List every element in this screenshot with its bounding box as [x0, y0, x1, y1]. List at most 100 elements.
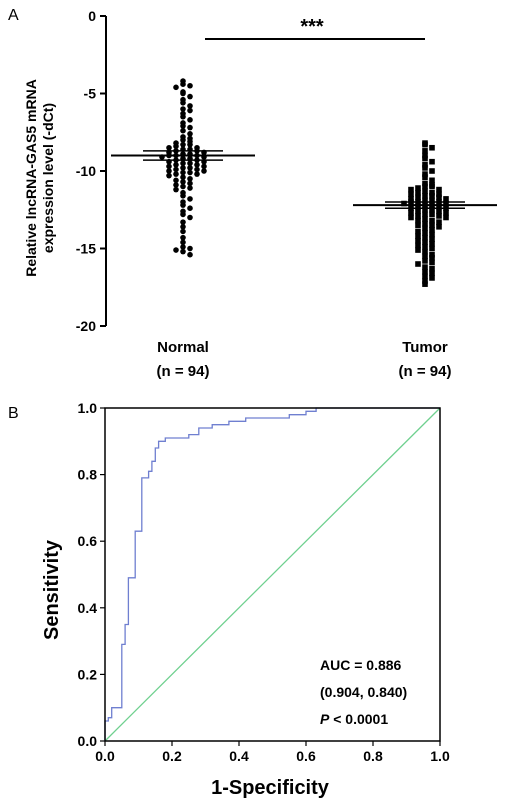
reference-line: [104, 407, 441, 742]
panel-b-ytick-label: 0.2: [78, 666, 98, 682]
data-point-tumor: [429, 211, 435, 218]
data-point-tumor: [415, 237, 421, 244]
data-point-tumor: [422, 183, 428, 190]
data-point-normal: [187, 205, 193, 211]
data-point-tumor: [429, 168, 435, 174]
data-point-tumor: [415, 203, 421, 210]
data-point-normal: [187, 214, 193, 221]
panel-b-ytick-label: 0.6: [78, 533, 98, 549]
panel-a-ytick-label: -5: [84, 86, 97, 102]
auc-label: AUC = 0.886: [320, 657, 402, 673]
data-point-tumor: [415, 242, 421, 249]
data-point-tumor: [422, 193, 428, 199]
data-point-normal: [180, 100, 186, 106]
data-point-normal: [187, 141, 193, 148]
data-point-tumor: [422, 264, 428, 270]
data-point-normal: [180, 244, 186, 250]
category-label-normal: Normal: [157, 339, 209, 356]
panel-a-yticks: 0 -5 -10 -15 -20: [76, 8, 106, 334]
data-point-normal: [194, 166, 200, 173]
data-point-tumor: [429, 217, 435, 224]
data-point-normal: [180, 239, 186, 246]
data-point-tumor: [436, 186, 442, 193]
data-point-normal: [173, 247, 179, 253]
data-point-tumor: [422, 141, 428, 148]
data-point-normal: [180, 202, 186, 208]
panel-b-lines: [104, 407, 441, 742]
data-point-normal: [187, 124, 193, 131]
data-point-normal: [201, 163, 207, 170]
data-point-normal: [173, 166, 179, 173]
data-point-tumor: [443, 210, 449, 216]
panel-a-ylabel: Relative lncRNA-GAS5 mRNA expression lev…: [23, 79, 56, 277]
data-point-tumor: [422, 220, 428, 227]
p-value-label: P < 0.0001: [320, 711, 388, 727]
data-point-tumor: [415, 228, 421, 235]
data-point-tumor: [422, 155, 428, 162]
data-point-tumor: [422, 165, 428, 171]
data-point-normal: [180, 228, 186, 235]
data-point-normal: [201, 168, 207, 174]
data-point-tumor: [415, 247, 421, 253]
data-point-tumor: [429, 177, 435, 184]
panel-b-frame: [104, 407, 441, 742]
data-point-tumor: [422, 180, 428, 187]
data-point-normal: [173, 171, 179, 177]
data-point-normal: [173, 186, 179, 193]
data-point-tumor: [422, 206, 428, 213]
panel-b: B Sensitivity 1-Specificity 0.0 0.2 0.4 0.6…: [8, 400, 450, 799]
panel-b-ytick-label: 0.4: [78, 600, 98, 616]
panel-b-xtick-label: 0.6: [296, 748, 316, 764]
data-point-tumor: [422, 239, 428, 246]
data-point-tumor: [422, 258, 428, 264]
data-point-tumor: [408, 214, 414, 221]
data-point-normal: [194, 162, 200, 168]
panel-a: A Relative lncRNA-GAS5 mRNA expression l…: [8, 7, 497, 380]
data-point-tumor: [443, 200, 449, 207]
panel-b-ytick-label: 1.0: [78, 400, 98, 416]
significance-label: ***: [300, 16, 324, 38]
data-point-normal: [166, 172, 172, 179]
data-point-tumor: [436, 191, 442, 198]
panel-b-xtick-label: 0.2: [162, 748, 182, 764]
data-point-normal: [187, 169, 193, 176]
panel-a-letter: A: [8, 7, 19, 24]
data-point-normal: [187, 107, 193, 114]
data-point-tumor: [429, 144, 435, 151]
data-point-normal: [180, 137, 186, 143]
data-point-normal: [180, 248, 186, 255]
data-point-normal: [187, 82, 193, 89]
roc-curve: [104, 407, 440, 741]
data-point-tumor: [422, 278, 428, 284]
data-point-tumor: [415, 233, 421, 239]
data-point-tumor: [429, 265, 435, 272]
panel-b-ylabel: Sensitivity: [41, 539, 63, 640]
panel-b-ytick-label: 0.8: [78, 467, 98, 483]
data-point-tumor: [436, 194, 442, 201]
data-point-tumor: [422, 211, 428, 218]
data-point-tumor: [422, 225, 428, 232]
data-point-tumor: [422, 230, 428, 236]
data-point-tumor: [436, 219, 442, 225]
panel-b-xtick-label: 0.8: [363, 748, 383, 764]
data-point-normal: [173, 143, 179, 149]
panel-a-means: [111, 150, 497, 209]
category-label-tumor: Tumor: [402, 339, 448, 356]
data-point-normal: [180, 211, 186, 218]
data-point-normal: [180, 81, 186, 87]
data-point-normal: [187, 131, 193, 137]
data-point-tumor: [429, 275, 435, 281]
data-point-tumor: [436, 208, 442, 215]
data-point-normal: [180, 123, 186, 129]
data-point-tumor: [422, 197, 428, 204]
data-point-tumor: [415, 189, 421, 196]
data-point-normal: [180, 183, 186, 190]
data-point-normal: [173, 177, 179, 184]
data-point-tumor: [422, 248, 428, 255]
data-point-tumor: [429, 158, 435, 165]
data-point-normal: [187, 175, 193, 182]
data-point-tumor: [429, 241, 435, 247]
data-point-tumor: [422, 268, 428, 275]
data-point-tumor: [429, 236, 435, 242]
data-point-tumor: [415, 217, 421, 224]
